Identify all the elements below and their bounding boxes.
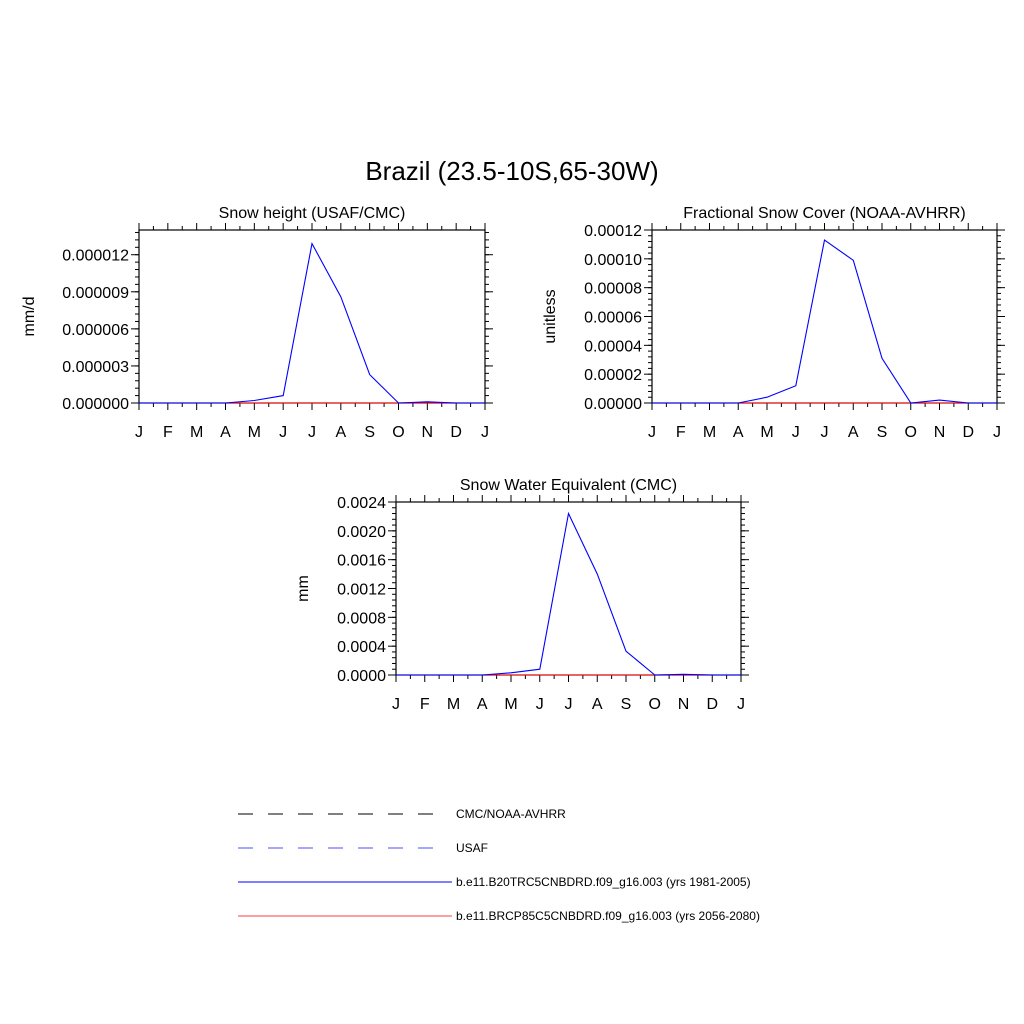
panel-snow-height: Snow height (USAF/CMC)mm/dJ F M A M J J A S O N D J0… [21,205,493,441]
x-tick-label: M [504,696,517,713]
x-tick-label: J [737,696,745,713]
y-tick-label: 0.000003 [62,359,129,376]
panel-title: Snow height (USAF/CMC) [219,205,406,222]
y-tick-label: 0.0012 [337,582,386,599]
x-tick-label: O [649,696,661,713]
x-tick-label: S [621,696,632,713]
x-tick-label: M [190,424,203,441]
series-line [396,511,741,676]
x-tick-label: F [420,696,430,713]
y-tick-label: 0.0020 [337,524,386,541]
plot-frame [651,229,998,404]
x-tick-label: J [392,696,400,713]
x-tick-label: A [592,696,603,713]
x-tick-label: D [450,424,462,441]
x-tick-label: M [760,424,773,441]
y-tick-label: 0.00004 [584,338,642,355]
y-tick-label: 0.000009 [62,285,129,302]
legend-label: b.e11.BRCP85C5CNBDRD.f09_g16.003 (yrs 20… [456,909,760,923]
y-tick-label: 0.00010 [584,252,642,269]
panel-title: Snow Water Equivalent (CMC) [460,477,677,494]
y-tick-label: 0.00006 [584,310,642,327]
legend-label: CMC/NOAA-AVHRR [456,807,566,821]
panel-snow-water-equivalent: Snow Water Equivalent (CMC)mmJ F M A M J J A S O N… [295,477,749,713]
x-tick-label: N [934,424,946,441]
panel-title: Fractional Snow Cover (NOAA-AVHRR) [683,205,965,222]
legend-label: USAF [456,841,488,855]
x-tick-label: S [364,424,375,441]
series-line [139,241,485,404]
x-tick-label: J [308,424,316,441]
x-tick-label: J [279,424,287,441]
y-tick-label: 0.0000 [337,668,386,685]
x-tick-label: J [821,424,829,441]
y-tick-label: 0.000006 [62,322,129,339]
legend: CMC/NOAA-AVHRR USAF b.e11.B20TRC5CNBDRD.f0… [238,807,760,923]
x-tick-label: A [477,696,488,713]
y-tick-label: 0.0024 [337,495,386,512]
x-tick-label: O [392,424,404,441]
x-tick-label: S [877,424,888,441]
y-tick-label: 0.00008 [584,281,642,298]
x-tick-label: A [848,424,859,441]
x-tick-label: A [335,424,346,441]
x-tick-label: J [648,424,656,441]
x-tick-label: D [962,424,974,441]
series-line [652,239,997,404]
y-axis-label: mm [295,575,312,602]
x-tick-label: J [481,424,489,441]
y-tick-label: 0.0004 [337,639,386,656]
x-tick-label: D [706,696,718,713]
plot-frame [395,501,742,676]
panel-fractional-snow-cover: Fractional Snow Cover (NOAA-AVHRR) unitle… [542,205,1005,441]
x-tick-label: J [565,696,573,713]
y-tick-label: 0.00000 [584,396,642,413]
y-tick-label: 0.0008 [337,610,386,627]
y-tick-label: 0.000000 [62,396,129,413]
x-tick-label: J [135,424,143,441]
x-tick-label: M [248,424,261,441]
x-tick-label: A [220,424,231,441]
x-tick-label: J [792,424,800,441]
x-tick-label: J [993,424,1001,441]
y-tick-label: 0.0016 [337,553,386,570]
x-tick-label: F [163,424,173,441]
x-tick-label: A [733,424,744,441]
plot-frame [138,229,486,404]
legend-label: b.e11.B20TRC5CNBDRD.f09_g16.003 (yrs 198… [456,875,751,889]
x-tick-label: J [536,696,544,713]
y-axis-label: mm/d [21,297,38,337]
x-tick-label: N [678,696,690,713]
x-tick-label: M [447,696,460,713]
x-tick-label: O [905,424,917,441]
figure-title: Brazil (23.5-10S,65-30W) [365,156,658,186]
x-tick-label: F [676,424,686,441]
y-tick-label: 0.000012 [62,248,129,265]
y-tick-label: 0.00012 [584,223,642,240]
x-tick-label: M [703,424,716,441]
y-tick-label: 0.00002 [584,367,642,384]
x-tick-label: N [422,424,434,441]
y-axis-label: unitless [542,289,559,343]
